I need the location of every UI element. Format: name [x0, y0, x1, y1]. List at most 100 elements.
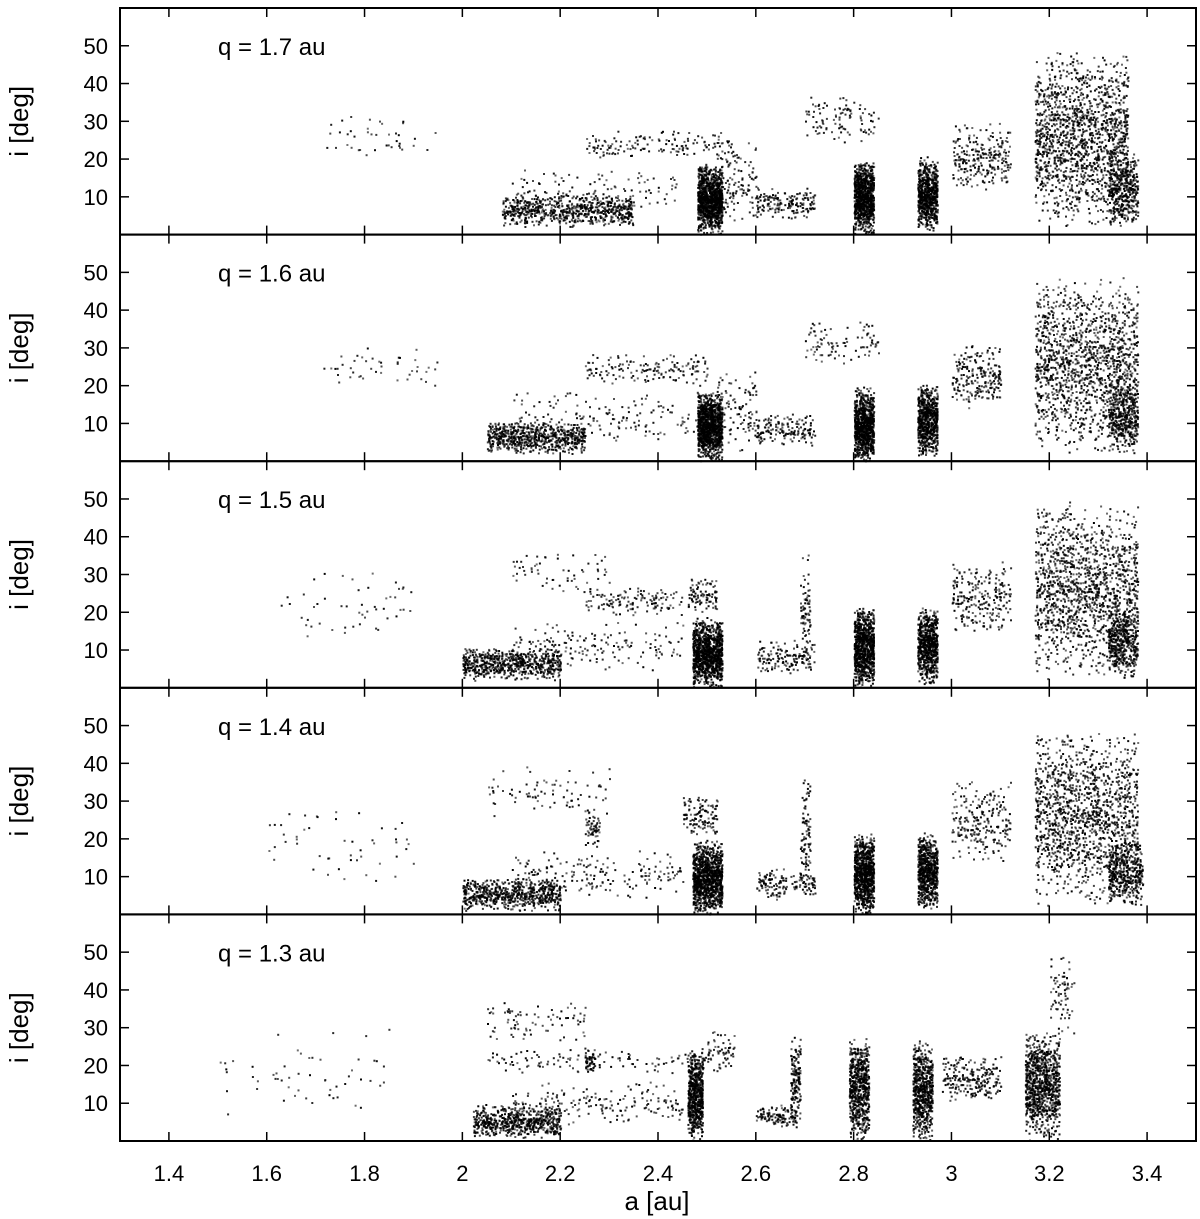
scatter-point [604, 208, 607, 211]
scatter-point [712, 209, 715, 212]
scatter-point [702, 203, 705, 206]
scatter-point [564, 216, 567, 219]
scatter-point [995, 153, 997, 156]
scatter-point [587, 213, 590, 216]
scatter-point [721, 183, 724, 186]
scatter-point [813, 202, 816, 205]
scatter-point [706, 221, 709, 224]
scatter-point [872, 221, 875, 224]
scatter-point [867, 188, 870, 190]
scatter-point [1096, 181, 1099, 183]
scatter-point [601, 202, 604, 205]
scatter-point [806, 134, 809, 137]
scatter-point [863, 207, 866, 210]
scatter-point [1058, 141, 1060, 143]
scatter-point [502, 203, 505, 206]
scatter-point [503, 224, 506, 227]
scatter-point [976, 171, 979, 174]
scatter-point [867, 184, 870, 187]
scatter-point [558, 196, 561, 199]
scatter-point [717, 218, 720, 221]
scatter-point [613, 205, 616, 208]
scatter-point [867, 217, 870, 220]
scatter-point [730, 200, 733, 203]
scatter-point [553, 210, 556, 212]
scatter-point [863, 168, 866, 171]
scatter-point [932, 204, 935, 207]
scatter-point [994, 173, 997, 176]
scatter-point [857, 171, 860, 174]
scatter-point [708, 224, 711, 227]
scatter-point [794, 216, 797, 219]
scatter-point [1086, 82, 1089, 85]
scatter-point [699, 199, 702, 201]
scatter-point [682, 147, 685, 149]
scatter-point [737, 181, 740, 183]
scatter-point [751, 196, 754, 199]
scatter-point [608, 195, 611, 198]
scatter-point [863, 204, 866, 207]
scatter-point [1091, 75, 1094, 78]
scatter-point [674, 138, 676, 141]
scatter-point [717, 220, 720, 222]
scatter-point [733, 168, 736, 171]
scatter-point [652, 177, 655, 180]
scatter-point [957, 169, 960, 172]
scatter-point [715, 216, 718, 219]
scatter-point [721, 230, 724, 233]
scatter-point [1071, 115, 1074, 118]
scatter-point [969, 173, 972, 176]
scatter-point [858, 195, 861, 198]
scatter-point [814, 130, 817, 133]
scatter-point [710, 199, 713, 202]
scatter-point [1122, 148, 1125, 151]
scatter-point [626, 147, 629, 150]
scatter-point [702, 220, 705, 223]
scatter-point [656, 201, 659, 204]
scatter-point [531, 212, 534, 215]
scatter-point [869, 184, 872, 187]
scatter-point [572, 215, 575, 218]
scatter-point [671, 188, 673, 191]
scatter-point [706, 219, 709, 222]
scatter-point [719, 182, 722, 184]
scatter-point [795, 209, 798, 212]
scatter-point [739, 157, 742, 160]
scatter-point [866, 213, 868, 216]
scatter-point [504, 217, 507, 220]
scatter-point [604, 216, 607, 219]
scatter-point [1001, 157, 1004, 160]
scatter-point [812, 195, 815, 198]
scatter-point [853, 182, 856, 185]
scatter-point [557, 218, 560, 221]
scatter-point [860, 140, 863, 143]
scatter-point [558, 213, 561, 216]
scatter-point [730, 143, 733, 146]
scatter-point [630, 189, 633, 192]
scatter-point [558, 222, 561, 225]
scatter-point [933, 198, 935, 201]
scatter-point [620, 214, 623, 217]
scatter-point [867, 203, 870, 206]
scatter-point [350, 116, 353, 118]
scatter-point [932, 196, 935, 198]
scatter-point [551, 198, 554, 201]
scatter-point [925, 166, 928, 169]
scatter-point [590, 195, 593, 198]
scatter-point [579, 205, 582, 208]
scatter-point [718, 195, 721, 198]
scatter-point [610, 210, 613, 213]
scatter-point [665, 202, 668, 205]
scatter-point [733, 202, 736, 205]
scatter-point [555, 200, 558, 203]
scatter-point [701, 202, 704, 204]
scatter-point [720, 219, 723, 222]
scatter-point [504, 215, 507, 218]
scatter-point [531, 220, 534, 223]
scatter-point [860, 204, 863, 206]
scatter-point [980, 156, 983, 159]
scatter-point [809, 207, 812, 210]
scatter-point [607, 144, 610, 147]
scatter-point [812, 126, 815, 129]
